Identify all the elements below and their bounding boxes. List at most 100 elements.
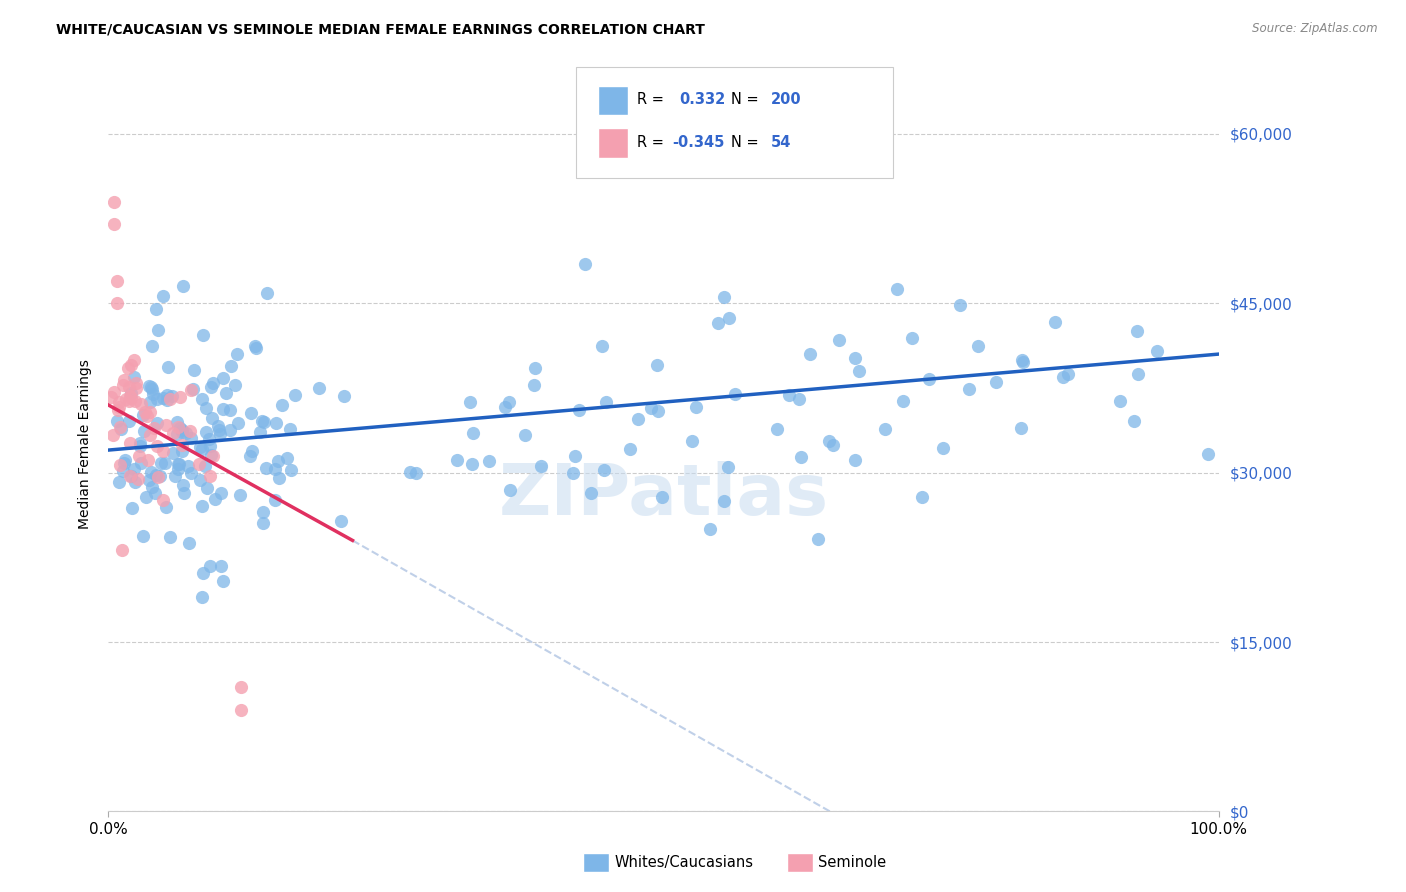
Point <box>108 401 131 415</box>
Point <box>125 381 148 395</box>
Point <box>1128 367 1150 381</box>
Point <box>166 457 188 471</box>
Point <box>949 298 972 312</box>
Point <box>197 432 219 446</box>
Point <box>120 386 142 401</box>
Text: Source: ZipAtlas.com: Source: ZipAtlas.com <box>1253 22 1378 36</box>
Point <box>212 402 235 417</box>
Point <box>212 574 235 589</box>
Point <box>167 458 190 472</box>
Point <box>103 384 125 399</box>
Point <box>498 395 520 409</box>
Point <box>828 333 851 347</box>
Point <box>591 339 613 353</box>
Point <box>112 373 135 387</box>
Point <box>799 347 821 361</box>
Point <box>264 493 287 508</box>
Point <box>499 483 522 497</box>
Point <box>118 393 141 408</box>
Point <box>218 423 240 437</box>
Point <box>107 402 129 417</box>
Point <box>128 450 150 464</box>
Point <box>142 421 165 435</box>
Point <box>1052 370 1074 384</box>
Point <box>127 472 149 486</box>
Point <box>817 434 839 448</box>
Point <box>103 217 125 231</box>
Text: Whites/Caucasians: Whites/Caucasians <box>614 855 754 870</box>
Point <box>640 401 662 416</box>
Point <box>207 419 229 434</box>
Point <box>790 450 813 464</box>
Point <box>201 376 224 390</box>
Point <box>169 420 191 434</box>
Point <box>155 500 177 514</box>
Point <box>103 194 125 209</box>
Point <box>135 409 157 423</box>
Point <box>713 494 735 508</box>
Point <box>932 441 955 455</box>
Point <box>118 389 141 403</box>
Point <box>245 341 267 355</box>
Point <box>278 422 301 436</box>
Point <box>132 408 155 422</box>
Point <box>579 486 602 500</box>
Point <box>461 426 484 441</box>
Point <box>122 370 145 384</box>
Point <box>153 456 176 470</box>
Point <box>529 458 551 473</box>
Point <box>146 392 169 406</box>
Point <box>252 414 274 428</box>
Point <box>124 394 146 409</box>
Point <box>134 405 156 419</box>
Point <box>145 439 167 453</box>
Point <box>139 395 162 409</box>
Point <box>177 459 200 474</box>
Point <box>107 475 129 490</box>
Point <box>124 353 146 368</box>
Point <box>132 529 155 543</box>
Point <box>266 454 288 468</box>
Point <box>148 470 170 484</box>
Point <box>159 530 181 544</box>
Point <box>901 331 924 345</box>
Point <box>180 466 202 480</box>
Point <box>124 376 146 391</box>
Point <box>177 536 200 550</box>
Point <box>136 452 159 467</box>
Text: -0.345: -0.345 <box>672 136 724 150</box>
Point <box>333 389 356 403</box>
Point <box>574 257 596 271</box>
Point <box>224 377 246 392</box>
Point <box>188 440 211 454</box>
Point <box>821 438 844 452</box>
Point <box>561 467 583 481</box>
Point <box>228 417 250 431</box>
Point <box>190 442 212 456</box>
Point <box>461 457 484 471</box>
Point <box>155 417 177 432</box>
Point <box>219 359 242 373</box>
Point <box>789 392 811 407</box>
Point <box>458 395 481 409</box>
Point <box>1126 324 1149 338</box>
Point <box>143 485 166 500</box>
Point <box>405 466 427 480</box>
Point <box>1011 352 1033 367</box>
Point <box>844 453 866 467</box>
Point <box>139 465 162 479</box>
Point <box>146 416 169 430</box>
Point <box>121 500 143 515</box>
Point <box>568 402 591 417</box>
Point <box>112 464 135 478</box>
Point <box>707 316 730 330</box>
Point <box>219 403 242 417</box>
Point <box>886 282 908 296</box>
Point <box>308 381 330 395</box>
Point <box>240 406 263 420</box>
Point <box>280 463 302 477</box>
Point <box>170 425 193 439</box>
Point <box>110 421 132 435</box>
Point <box>523 378 546 392</box>
Point <box>231 680 253 694</box>
